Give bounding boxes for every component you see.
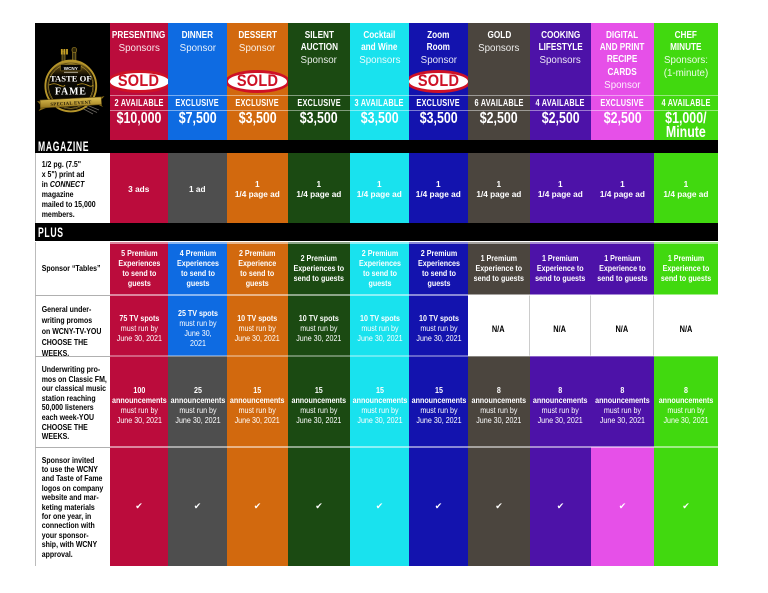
svg-text:SPECIAL EVENT: SPECIAL EVENT [50,101,92,108]
svg-text:WCNY: WCNY [64,66,78,71]
svg-text:TASTE OF: TASTE OF [50,74,92,84]
svg-text:FAME: FAME [55,86,87,97]
